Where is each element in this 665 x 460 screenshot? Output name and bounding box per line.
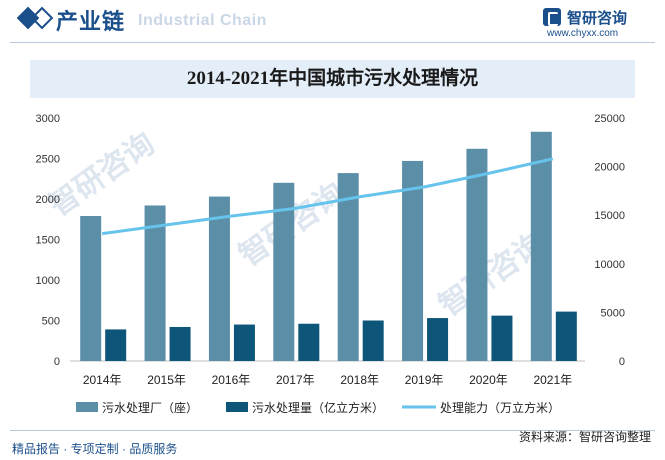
bar-volume <box>105 329 127 361</box>
bar-factories <box>402 160 424 361</box>
bar-factories <box>337 173 359 361</box>
y-left-tick-label: 0 <box>54 356 60 368</box>
y-left-tick-label: 1500 <box>36 235 60 247</box>
y-left-tick-label: 1000 <box>36 275 60 287</box>
bar-volume <box>362 320 384 361</box>
legend-swatch <box>76 402 98 412</box>
y-right-tick-label: 20000 <box>594 162 625 174</box>
x-tick-label: 2021年 <box>533 373 572 387</box>
bar-volume <box>233 324 255 361</box>
source-note: 资料来源：智研咨询整理 <box>518 430 651 444</box>
header-divider <box>10 42 655 43</box>
x-tick-label: 2020年 <box>469 373 508 387</box>
y-right-tick-label: 15000 <box>594 210 625 222</box>
bar-volume <box>491 315 513 361</box>
bar-factories <box>530 131 552 361</box>
bar-volume <box>298 323 320 361</box>
y-left-tick-label: 2000 <box>36 194 60 206</box>
bar-factories <box>273 182 295 361</box>
chart-title-band: 2014-2021年中国城市污水处理情况 <box>30 60 635 98</box>
bar-factories <box>80 216 102 361</box>
y-right-tick-label: 5000 <box>601 307 625 319</box>
footer-tagline: 精品报告 · 专项定制 · 品质服务 <box>12 442 178 456</box>
y-left-tick-label: 500 <box>42 316 60 328</box>
bar-factories <box>208 196 230 361</box>
x-tick-label: 2015年 <box>147 373 186 387</box>
logo-url: www.chyxx.com <box>547 28 619 39</box>
bar-volume <box>169 326 191 361</box>
y-right-tick-label: 0 <box>619 356 625 368</box>
x-tick-label: 2017年 <box>276 373 315 387</box>
y-left-tick-label: 2500 <box>36 154 60 166</box>
y-right-tick-label: 10000 <box>594 259 625 271</box>
section-subtitle: Industrial Chain <box>138 12 267 29</box>
x-tick-label: 2014年 <box>83 373 122 387</box>
bar-volume <box>555 311 577 361</box>
footer-divider <box>10 430 655 431</box>
bar-volume <box>427 318 449 361</box>
header: 产业链 Industrial Chain 智研咨询 www.chyxx.com <box>0 0 665 44</box>
line-capacity <box>101 157 554 236</box>
logo-name: 智研咨询 <box>567 10 628 27</box>
legend-label: 污水处理量（亿立方米） <box>252 400 384 415</box>
brand-logo: 智研咨询 www.chyxx.com <box>543 6 653 40</box>
logo-icon <box>543 8 561 26</box>
legend-swatch <box>226 402 248 412</box>
chart-plot: 0 500 1000 1500 2000 2500 3000 0 5000 10000 15000 2… <box>36 113 625 415</box>
x-tick-label: 2019年 <box>405 373 444 387</box>
bar-factories <box>466 148 488 361</box>
y-left-tick-label: 3000 <box>36 113 60 125</box>
x-tick-label: 2018年 <box>340 373 379 387</box>
footer: 精品报告 · 专项定制 · 品质服务 资料来源：智研咨询整理 <box>0 428 665 460</box>
chart-title: 2014-2021年中国城市污水处理情况 <box>186 68 479 89</box>
x-tick-label: 2016年 <box>212 373 251 387</box>
y-right-tick-label: 25000 <box>594 113 625 125</box>
legend-label: 污水处理厂（座） <box>102 400 198 415</box>
bar-factories <box>144 205 166 361</box>
diamond-outline-icon <box>30 6 54 30</box>
section-title: 产业链 <box>56 9 126 34</box>
legend-label: 处理能力（万立方米） <box>440 400 560 415</box>
